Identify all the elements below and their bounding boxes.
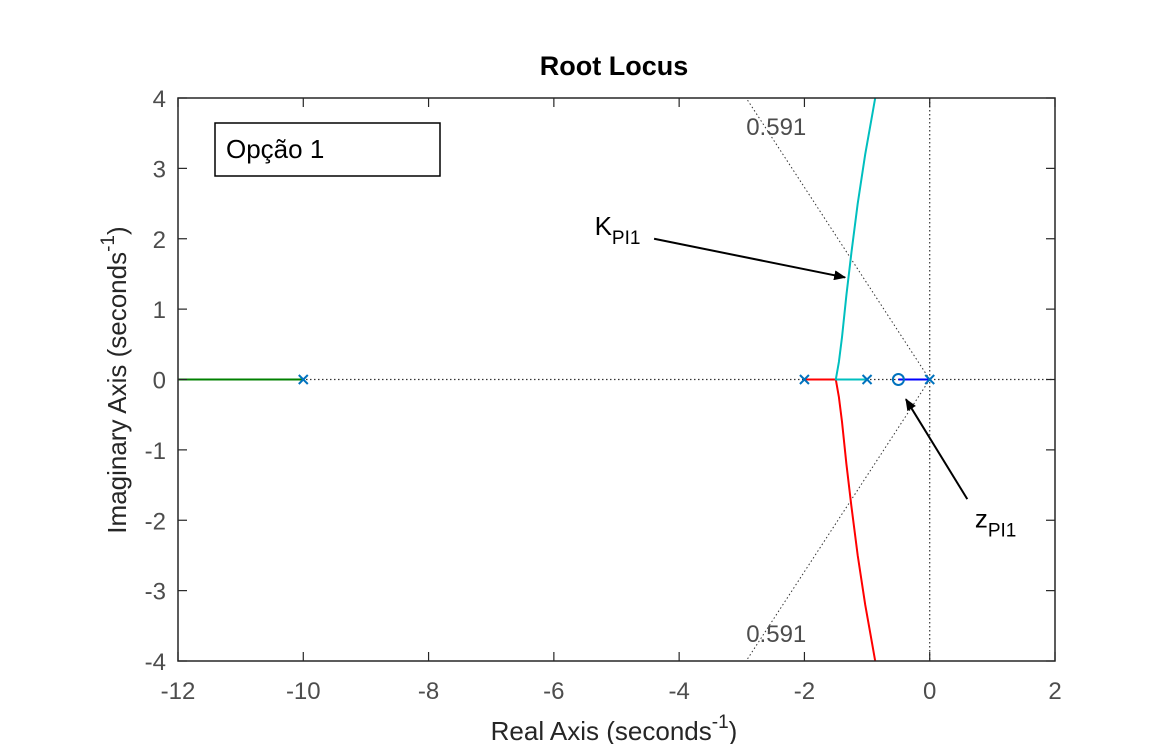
damping-label: 0.591 — [746, 621, 806, 648]
annotation-main: K — [595, 211, 613, 241]
x-axis-label-exponent: -1 — [712, 712, 729, 733]
y-tick-label: 4 — [153, 86, 166, 113]
pole-marker-stroke-b — [298, 374, 309, 385]
x-axis-label-close: ) — [729, 716, 738, 744]
pole-marker — [799, 374, 810, 385]
x-tick-label: -10 — [286, 678, 321, 705]
x-axis-label: Real Axis (seconds-1) — [491, 712, 738, 744]
annotation-arrow-2 — [905, 398, 969, 500]
pole-marker-stroke-b — [799, 374, 810, 385]
x-tick-label: -4 — [668, 678, 689, 705]
annotation-arrow-1 — [653, 237, 847, 281]
annotation-subscript: PI1 — [988, 520, 1017, 541]
zero-marker — [891, 373, 905, 386]
y-axis-label-text: Imaginary Axis (seconds — [102, 252, 132, 534]
y-tick-label: -4 — [145, 649, 166, 676]
pole-marker — [861, 374, 873, 385]
y-axis-label-exponent: -1 — [98, 235, 119, 252]
annotation-subscript: PI1 — [612, 228, 641, 249]
pole-marker — [924, 374, 935, 385]
damping-label: 0.591 — [746, 114, 806, 141]
damping-line-2 — [745, 379, 931, 662]
damping-line-1 — [745, 97, 931, 380]
x-tick-label: -2 — [794, 678, 815, 705]
y-axis-label: Imaginary Axis (seconds-1) — [98, 226, 132, 533]
x-tick-label: 2 — [1048, 678, 1061, 705]
y-axis-label-close: ) — [102, 226, 132, 235]
x-axis-label-text: Real Axis (seconds — [491, 716, 712, 744]
locus-branch-2 — [804, 378, 877, 662]
y-tick-label: -3 — [145, 579, 166, 606]
pole-marker — [298, 374, 309, 385]
legend-box — [214, 122, 441, 177]
x-tick-label: -6 — [543, 678, 564, 705]
y-tick-label: 3 — [153, 156, 166, 183]
locus-branch-3 — [834, 97, 877, 381]
x-tick-label: -12 — [161, 678, 196, 705]
x-tick-label: 0 — [923, 678, 936, 705]
annotation-label-1: KPI1 — [595, 211, 641, 249]
y-tick-label: 2 — [153, 227, 166, 254]
x-tick-label: -8 — [418, 678, 439, 705]
y-tick-label: 0 — [153, 368, 166, 395]
annotation-main: z — [975, 503, 988, 533]
chart-title: Root Locus — [540, 51, 689, 81]
y-tick-label: 1 — [153, 297, 166, 324]
y-tick-label: -1 — [145, 438, 166, 465]
pole-marker-stroke-b — [861, 374, 873, 385]
legend-box-text: Opção 1 — [226, 134, 324, 164]
pole-marker-stroke-b — [924, 374, 935, 385]
y-tick-label: -2 — [145, 508, 166, 535]
annotation-label-2: zPI1 — [975, 503, 1017, 541]
